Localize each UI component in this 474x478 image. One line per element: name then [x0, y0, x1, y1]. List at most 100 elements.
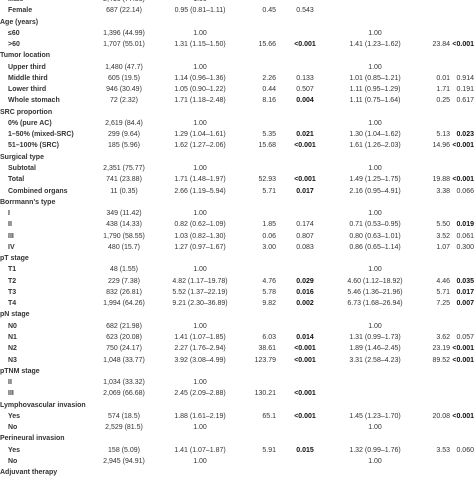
cell-hr2: 1.01 (0.85–1.21) — [349, 74, 401, 82]
cell-n: 1,048 (33.77) — [103, 356, 145, 364]
section-header-row: Tumor location — [0, 50, 474, 61]
cell-p1: <0.001 — [294, 142, 316, 150]
cell-c3: 5.91 — [262, 446, 276, 454]
row-label: IV — [8, 243, 15, 251]
cell-p1: 0.133 — [296, 74, 314, 82]
cell-c3: 5.71 — [262, 187, 276, 195]
cell-hr1: 5.52 (1.37–22.19) — [172, 288, 228, 296]
cell-hr2: 1.11 (0.95–1.29) — [349, 86, 401, 94]
table-row: 1–50% (mixed-SRC) 299 (9.64) 1.29 (1.04–1.… — [0, 129, 474, 140]
cell-p1: 0.174 — [296, 221, 314, 229]
row-label: Borrmann's type — [0, 198, 56, 206]
cell-n: 1,790 (58.55) — [103, 232, 145, 240]
row-label: 51–100% (SRC) — [8, 142, 59, 150]
cell-hr1: 1.00 — [193, 266, 207, 274]
cell-hr2: 1.89 (1.46–2.45) — [349, 345, 401, 353]
table-row: Lower third 946 (30.49) 1.05 (0.90–1.22) 0.… — [0, 84, 474, 95]
row-label: Upper third — [8, 63, 46, 71]
cell-c3: 5.78 — [262, 288, 276, 296]
cell-n: 299 (9.64) — [108, 131, 140, 139]
cell-p1: 0.004 — [296, 97, 314, 105]
cell-hr2: 0.80 (0.63–1.01) — [349, 232, 401, 240]
cell-c6: 1.07 — [436, 243, 450, 251]
cell-c3: 52.93 — [258, 176, 276, 184]
table-row: II 438 (14.33) 0.82 (0.62–1.09) 1.85 0.174 0.… — [0, 219, 474, 230]
cell-c6: 14.96 — [432, 142, 450, 150]
row-label: N0 — [8, 322, 17, 330]
table-row: IV 480 (15.7) 1.27 (0.97–1.67) 3.00 0.083 0.8… — [0, 242, 474, 253]
cell-c6: 7.25 — [436, 300, 450, 308]
row-label: pT stage — [0, 255, 29, 263]
cell-p1: <0.001 — [294, 356, 316, 364]
cell-hr1: 1.03 (0.82–1.30) — [174, 232, 226, 240]
row-label: II — [8, 379, 12, 387]
cell-p1: 0.014 — [296, 333, 314, 341]
cell-p1: 0.083 — [296, 243, 314, 251]
table-row: N3 1,048 (33.77) 3.92 (3.08–4.99) 123.79 <0.… — [0, 355, 474, 366]
cell-hr1: 1.29 (1.04–1.61) — [174, 131, 226, 139]
row-label: N2 — [8, 345, 17, 353]
cell-c3: 3.00 — [262, 243, 276, 251]
cell-hr1: 1.00 — [193, 63, 207, 71]
table-row: Whole stomach 72 (2.32) 1.71 (1.18–2.48) 8.… — [0, 95, 474, 106]
cell-p2: 0.019 — [456, 221, 474, 229]
cell-hr2: 1.49 (1.25–1.75) — [349, 176, 401, 184]
cell-p2: <0.001 — [452, 412, 474, 420]
cell-n: 605 (19.5) — [108, 74, 140, 82]
cell-hr1: 1.62 (1.27–2.06) — [174, 142, 226, 150]
cell-n: 1,480 (47.7) — [105, 63, 143, 71]
cell-n: 687 (22.14) — [106, 7, 142, 15]
row-label: I — [8, 210, 10, 218]
cell-hr2: 0.86 (0.65–1.14) — [349, 243, 401, 251]
table-row: III 1,790 (58.55) 1.03 (0.82–1.30) 0.06 0.80… — [0, 231, 474, 242]
cell-c6: 0.25 — [436, 97, 450, 105]
cell-n: 158 (5.09) — [108, 446, 140, 454]
cell-n: 2,529 (81.5) — [105, 424, 143, 432]
table-row: T2 229 (7.38) 4.82 (1.17–19.78) 4.76 0.029 4.… — [0, 276, 474, 287]
row-label: pTNM stage — [0, 367, 40, 375]
cell-n: 2,619 (84.4) — [105, 119, 143, 127]
cell-n: 2,069 (66.68) — [103, 390, 145, 398]
cell-n: 72 (2.32) — [109, 97, 139, 105]
cell-p1: 0.017 — [296, 187, 314, 195]
cell-p1: 0.016 — [296, 288, 314, 296]
cell-hr1: 1.00 — [193, 322, 207, 330]
row-label: Female — [8, 7, 33, 15]
cell-hr2: 1.61 (1.26–2.03) — [349, 142, 401, 150]
cell-p2: <0.001 — [452, 345, 474, 353]
cell-hr1: 2.45 (2.09–2.88) — [174, 390, 226, 398]
cell-hr1: 1.88 (1.61–2.19) — [174, 412, 226, 420]
row-label: III — [8, 232, 14, 240]
cell-p1: 0.015 — [296, 446, 314, 454]
cell-hr1: 1.00 — [193, 210, 207, 218]
cell-p1: <0.001 — [294, 176, 316, 184]
cell-hr1: 1.00 — [193, 379, 207, 387]
row-label: N3 — [8, 356, 17, 364]
cell-hr1: 1.41 (1.07–1.85) — [174, 333, 226, 341]
cell-hr2: 1.00 — [368, 29, 382, 37]
row-label: Subtotal — [8, 164, 36, 172]
table-row: Total 741 (23.88) 1.71 (1.48–1.97) 52.93 <0.… — [0, 174, 474, 185]
table-row: III 2,069 (66.68) 2.45 (2.09–2.88) 130.21 <0… — [0, 388, 474, 399]
cell-hr2: 1.45 (1.23–1.70) — [349, 412, 401, 420]
cell-hr2: 1.00 — [368, 119, 382, 127]
section-header-row: Surgical type — [0, 152, 474, 163]
section-header-row: Lymphovascular invasion — [0, 400, 474, 411]
row-label: Lymphovascular invasion — [0, 401, 86, 409]
cell-hr1: 1.71 (1.18–2.48) — [174, 97, 226, 105]
cell-hr1: 1.00 — [170, 0, 230, 5]
cell-p1: <0.001 — [294, 412, 316, 420]
cell-c6: 20.08 — [432, 412, 450, 420]
cell-p1: 0.029 — [296, 277, 314, 285]
section-header-row: pTNM stage — [0, 366, 474, 377]
cell-c3: 8.16 — [262, 97, 276, 105]
cell-c3: 0.45 — [262, 7, 276, 15]
cell-hr2: 0.71 (0.53–0.95) — [349, 221, 401, 229]
cell-n: 750 (24.17) — [106, 345, 142, 353]
row-label: No — [8, 424, 18, 432]
cell-hr1: 1.00 — [193, 457, 207, 465]
cell-c6: 3.53 — [436, 446, 450, 454]
table-row: ≤60 1,396 (44.99) 1.00 1.00 — [0, 28, 474, 39]
cell-n: 229 (7.38) — [108, 277, 140, 285]
cell-c6: 5.50 — [436, 221, 450, 229]
